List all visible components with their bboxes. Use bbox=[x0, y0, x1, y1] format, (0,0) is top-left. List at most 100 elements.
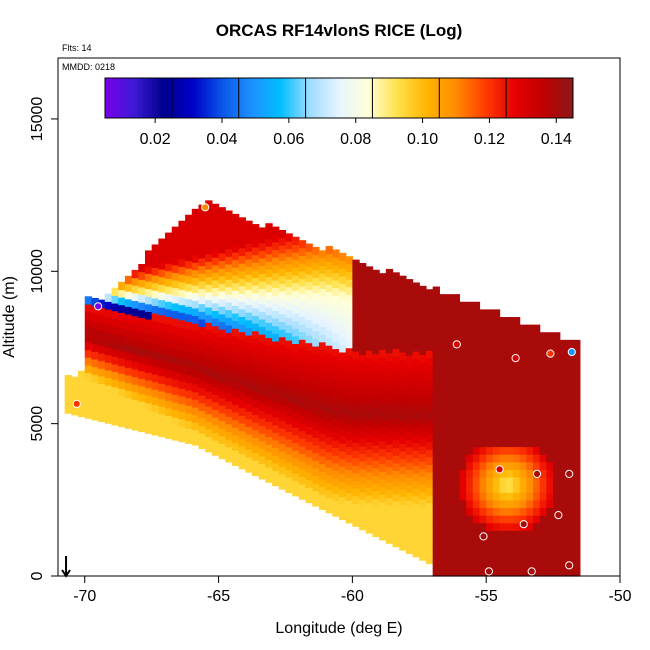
heatmap-cell bbox=[479, 499, 487, 509]
heatmap-cell bbox=[385, 520, 394, 529]
heatmap-cell bbox=[459, 454, 467, 463]
heatmap-cell bbox=[573, 431, 581, 440]
colorbar-swatch bbox=[526, 78, 530, 118]
heatmap-cell bbox=[365, 472, 374, 481]
heatmap-cell bbox=[104, 301, 113, 310]
heatmap-cell bbox=[486, 339, 494, 349]
heatmap-cell bbox=[98, 314, 106, 324]
heatmap-cell bbox=[372, 460, 380, 469]
heatmap-cell bbox=[466, 408, 474, 417]
heatmap-cell bbox=[104, 339, 113, 348]
heatmap-cell bbox=[238, 461, 246, 470]
heatmap-cell bbox=[91, 374, 99, 383]
heatmap-cell bbox=[526, 461, 534, 470]
heatmap-cell bbox=[312, 330, 320, 339]
heatmap-cell bbox=[218, 222, 226, 231]
heatmap-cell bbox=[238, 316, 246, 325]
heatmap-cell bbox=[512, 454, 521, 463]
heatmap-cell bbox=[573, 355, 581, 364]
heatmap-cell bbox=[412, 541, 420, 550]
heatmap-cell bbox=[298, 354, 307, 363]
heatmap-cell bbox=[419, 301, 427, 310]
heatmap-cell bbox=[466, 370, 474, 379]
heatmap-cell bbox=[185, 389, 193, 399]
heatmap-cell bbox=[385, 413, 394, 422]
heatmap-cell bbox=[211, 401, 220, 411]
heatmap-cell bbox=[352, 328, 360, 337]
heatmap-cell bbox=[399, 450, 407, 460]
heatmap-cell bbox=[325, 261, 333, 270]
heatmap-cell bbox=[138, 263, 146, 273]
heatmap-cell bbox=[171, 432, 180, 441]
heatmap-cell bbox=[131, 361, 139, 370]
heatmap-cell bbox=[432, 416, 440, 425]
heatmap-cell bbox=[339, 481, 347, 490]
heatmap-cell bbox=[512, 324, 521, 333]
heatmap-cell bbox=[238, 362, 246, 371]
heatmap-cell bbox=[539, 370, 547, 379]
heatmap-cell bbox=[452, 431, 461, 440]
heatmap-cell bbox=[332, 378, 340, 388]
heatmap-cell bbox=[225, 454, 233, 463]
heatmap-cell bbox=[499, 423, 507, 432]
heatmap-cell bbox=[198, 212, 206, 221]
heatmap-cell bbox=[486, 522, 494, 531]
colorbar-swatch bbox=[242, 78, 246, 118]
heatmap-cell bbox=[272, 424, 280, 433]
colorbar-swatch bbox=[289, 78, 293, 118]
heatmap-cell bbox=[124, 382, 133, 391]
heatmap-cell bbox=[185, 252, 193, 262]
colorbar-swatch bbox=[456, 78, 460, 118]
heatmap-cell bbox=[312, 399, 320, 408]
heatmap-cell bbox=[379, 356, 387, 366]
heatmap-cell bbox=[198, 341, 206, 350]
heatmap-cell bbox=[439, 568, 447, 577]
heatmap-cell bbox=[352, 297, 360, 306]
heatmap-cell bbox=[225, 317, 233, 326]
heatmap-cell bbox=[312, 292, 320, 301]
heatmap-cell bbox=[392, 340, 400, 350]
heatmap-cell bbox=[365, 441, 374, 450]
heatmap-cell bbox=[573, 469, 581, 478]
heatmap-cell bbox=[298, 346, 307, 356]
heatmap-cell bbox=[211, 257, 220, 266]
heatmap-cell bbox=[425, 296, 434, 306]
heatmap-cell bbox=[539, 400, 547, 410]
heatmap-cell bbox=[352, 480, 360, 489]
heatmap-cell bbox=[318, 296, 327, 305]
heatmap-cell bbox=[131, 353, 139, 362]
heatmap-cell bbox=[559, 461, 568, 470]
heatmap-cell bbox=[499, 476, 507, 486]
heatmap-cell bbox=[285, 469, 293, 478]
heatmap-cell bbox=[559, 537, 568, 547]
heatmap-cell bbox=[231, 427, 240, 436]
heatmap-cell bbox=[144, 387, 153, 396]
heatmap-cell bbox=[252, 292, 260, 301]
heatmap-cell bbox=[566, 522, 574, 531]
heatmap-cell bbox=[446, 309, 454, 318]
colorbar-swatch bbox=[277, 78, 281, 118]
heatmap-cell bbox=[365, 517, 374, 526]
heatmap-cell bbox=[446, 393, 454, 402]
colorbar-swatch bbox=[567, 78, 571, 118]
heatmap-cell bbox=[211, 287, 220, 296]
heatmap-cell bbox=[405, 286, 414, 295]
colorbar-swatch bbox=[461, 78, 466, 118]
heatmap-cell bbox=[292, 358, 300, 367]
heatmap-cell bbox=[392, 538, 400, 548]
heatmap-cell bbox=[359, 331, 367, 340]
heatmap-cell bbox=[165, 255, 173, 264]
heatmap-cell bbox=[372, 353, 380, 362]
heatmap-cell bbox=[118, 350, 126, 359]
heatmap-cell bbox=[171, 295, 180, 304]
heatmap-cell bbox=[305, 380, 313, 389]
heatmap-cell bbox=[191, 224, 200, 233]
heatmap-cell bbox=[466, 347, 474, 356]
heatmap-cell bbox=[566, 423, 574, 432]
heatmap-cell bbox=[332, 318, 340, 327]
heatmap-cell bbox=[486, 545, 494, 554]
heatmap-cell bbox=[352, 457, 360, 466]
heatmap-cell bbox=[218, 450, 226, 460]
heatmap-cell bbox=[265, 444, 273, 453]
heatmap-cell bbox=[379, 364, 387, 373]
